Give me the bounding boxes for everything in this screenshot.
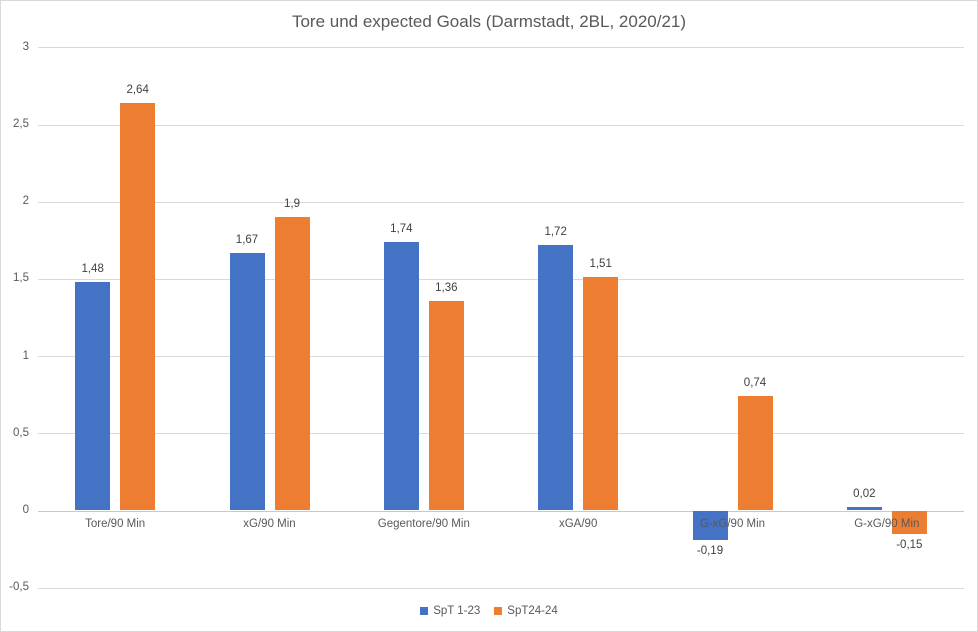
data-label: 0,02 bbox=[853, 488, 876, 501]
bar-series2-cat3 bbox=[428, 300, 464, 511]
category-label: G-xG/90 Min bbox=[854, 518, 920, 530]
data-label: 1,74 bbox=[390, 222, 413, 235]
category-label: xGA/90 bbox=[558, 518, 598, 530]
data-label: 1,48 bbox=[81, 262, 104, 275]
bar-series2-cat6 bbox=[891, 510, 927, 534]
gridline bbox=[38, 47, 964, 49]
data-label: 2,64 bbox=[126, 83, 149, 96]
y-axis-tick-label: 0,5 bbox=[13, 426, 29, 439]
y-axis-tick-label: 1,5 bbox=[13, 272, 29, 285]
y-axis-tick-label: 2 bbox=[22, 195, 29, 208]
legend-item-series2: SpT24-24 bbox=[494, 605, 558, 617]
y-axis-tick-label: 0 bbox=[22, 504, 29, 516]
data-label: 0,74 bbox=[743, 377, 767, 390]
legend-marker-icon bbox=[420, 607, 429, 615]
gridline bbox=[38, 124, 964, 126]
y-axis-tick-label: 2,5 bbox=[13, 118, 29, 130]
gridline bbox=[38, 356, 964, 358]
data-label: -0,15 bbox=[896, 538, 923, 551]
data-label: 1,72 bbox=[544, 225, 567, 238]
gridline bbox=[38, 433, 964, 435]
data-label: 1,67 bbox=[235, 233, 259, 246]
x-axis-line bbox=[38, 510, 964, 512]
data-label: 1,36 bbox=[435, 281, 458, 294]
category-label: xG/90 Min bbox=[243, 518, 296, 530]
gridline bbox=[38, 278, 964, 280]
data-label: -0,19 bbox=[696, 544, 724, 557]
data-label: 1,51 bbox=[589, 258, 612, 271]
chart-title: Tore und expected Goals (Darmstadt, 2BL,… bbox=[291, 12, 687, 31]
legend-item-series1: SpT 1-23 bbox=[420, 605, 480, 617]
bar-series1-cat1 bbox=[75, 281, 111, 511]
legend: SpT 1-23 SpT24-24 bbox=[1, 605, 977, 617]
legend-label: SpT24-24 bbox=[507, 605, 558, 617]
bar-series2-cat5 bbox=[737, 396, 773, 511]
bar-series1-cat6 bbox=[846, 507, 882, 511]
bar-series2-cat1 bbox=[120, 102, 156, 511]
category-label: G-xG/90 Min bbox=[699, 518, 766, 530]
y-axis-tick-label: -0,5 bbox=[9, 581, 29, 594]
legend-marker-icon bbox=[494, 607, 503, 615]
gridline bbox=[38, 201, 964, 203]
y-axis-tick-label: 1 bbox=[22, 349, 29, 362]
bar-series1-cat2 bbox=[229, 252, 265, 511]
bar-series1-cat3 bbox=[383, 241, 419, 511]
gridline bbox=[38, 587, 964, 589]
bar-series2-cat4 bbox=[583, 277, 619, 511]
category-label: Tore/90 Min bbox=[85, 518, 146, 530]
legend-label: SpT 1-23 bbox=[433, 605, 481, 617]
bar-series2-cat2 bbox=[274, 217, 310, 511]
y-axis-tick-label: 3 bbox=[22, 40, 29, 53]
data-label: 1,9 bbox=[284, 198, 300, 211]
bar-series1-cat5 bbox=[692, 510, 728, 540]
bar-series1-cat4 bbox=[538, 244, 574, 511]
category-label: Gegentore/90 Min bbox=[377, 518, 470, 530]
